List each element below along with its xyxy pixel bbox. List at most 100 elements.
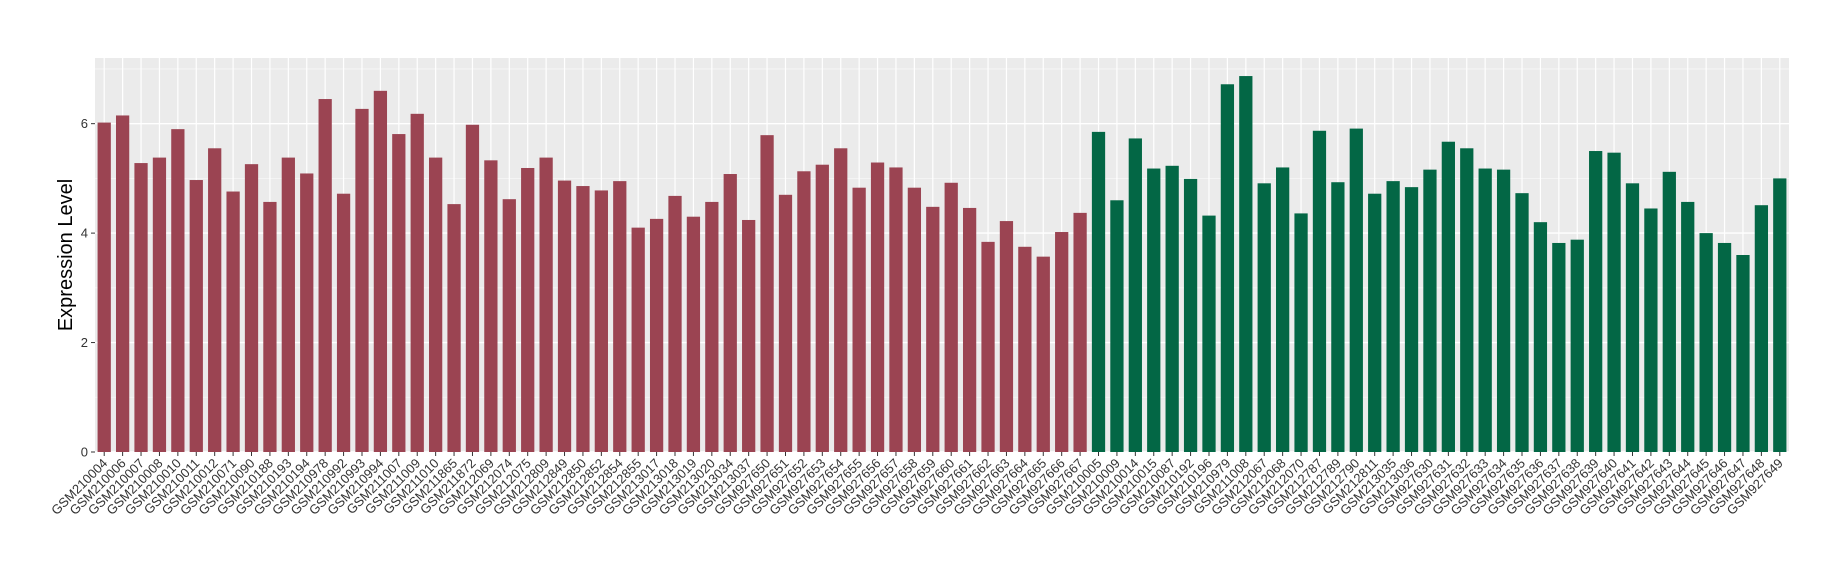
bar-GSM927641	[1625, 183, 1640, 452]
bar-GSM927657	[889, 167, 903, 452]
bar-GSM213037	[742, 219, 756, 452]
bar-GSM212075	[521, 167, 535, 452]
bar-GSM927640	[1607, 152, 1621, 453]
bar-GSM213035	[1386, 181, 1400, 452]
y-axis-title: Expression Level	[55, 179, 77, 331]
y-tick-label: 4	[81, 226, 88, 241]
bar-GSM211865	[447, 204, 461, 452]
bar-GSM927646	[1717, 242, 1732, 452]
bar-GSM927642	[1644, 208, 1658, 452]
bar-GSM212067	[1257, 183, 1271, 452]
bar-GSM210071	[226, 191, 240, 452]
bar-GSM212852	[594, 190, 608, 452]
bar-GSM927635	[1515, 193, 1529, 453]
bar-GSM212070	[1294, 213, 1308, 452]
bar-GSM927652	[797, 171, 811, 452]
bar-GSM927644	[1681, 201, 1695, 452]
bar-GSM210009	[1110, 200, 1124, 452]
bar-GSM212068	[1276, 167, 1290, 452]
y-tick-label: 6	[81, 116, 88, 131]
bar-GSM210015	[1147, 168, 1161, 453]
bar-GSM927639	[1589, 151, 1603, 452]
bar-GSM210992	[336, 193, 351, 452]
bar-GSM927655	[852, 187, 866, 453]
bar-GSM212789	[1331, 182, 1345, 452]
bar-GSM927631	[1441, 141, 1455, 452]
bar-GSM927660	[944, 182, 958, 452]
bar-GSM927654	[834, 148, 848, 452]
bars	[97, 76, 1787, 453]
bar-GSM212849	[557, 180, 572, 453]
bar-GSM212787	[1312, 130, 1327, 452]
bar-GSM927647	[1736, 255, 1750, 452]
bar-GSM927662	[981, 241, 995, 452]
bar-GSM211007	[392, 134, 406, 452]
bar-GSM212809	[539, 157, 553, 452]
bar-GSM210193	[281, 157, 295, 452]
bar-GSM212074	[502, 199, 516, 452]
bar-GSM213019	[686, 216, 701, 452]
bar-GSM927658	[907, 187, 922, 453]
bar-GSM212811	[1368, 193, 1382, 452]
bar-GSM927634	[1496, 169, 1511, 452]
bar-GSM211010	[429, 157, 443, 452]
bar-GSM927663	[999, 221, 1014, 452]
bar-GSM211009	[410, 113, 424, 453]
bar-GSM927638	[1570, 239, 1584, 452]
bar-GSM927632	[1460, 148, 1474, 452]
bar-GSM927667	[1073, 212, 1087, 452]
bar-GSM210978	[318, 99, 332, 453]
bar-GSM927651	[778, 194, 793, 453]
bar-GSM210012	[208, 148, 222, 452]
bar-GSM210194	[300, 173, 314, 453]
bar-GSM927637	[1552, 242, 1566, 452]
y-tick-label: 2	[81, 335, 88, 350]
bar-GSM927649	[1773, 178, 1787, 452]
bar-GSM210006	[115, 115, 130, 452]
bar-GSM212790	[1349, 128, 1363, 452]
bar-GSM213018	[668, 195, 682, 452]
bar-GSM210014	[1128, 138, 1142, 453]
bar-GSM210994	[373, 90, 388, 452]
bar-GSM210979	[1220, 84, 1235, 453]
bar-GSM210196	[1202, 215, 1216, 452]
bar-GSM213034	[723, 174, 737, 452]
bar-GSM210993	[355, 108, 369, 453]
bar-GSM927630	[1423, 169, 1437, 452]
bar-GSM211008	[1239, 76, 1253, 452]
bar-GSM210188	[263, 201, 277, 452]
bar-GSM210005	[1091, 131, 1106, 452]
bar-GSM210192	[1183, 178, 1198, 453]
bar-GSM213020	[705, 201, 719, 452]
bar-GSM210090	[244, 164, 259, 452]
bar-GSM927661	[962, 207, 977, 452]
bar-GSM212854	[613, 181, 627, 452]
bar-GSM213036	[1404, 187, 1419, 452]
bar-GSM927633	[1478, 168, 1492, 453]
bar-GSM927664	[1018, 246, 1032, 452]
y-tick-label: 0	[81, 445, 88, 460]
bar-GSM210087	[1165, 165, 1179, 452]
bar-GSM927659	[926, 206, 940, 452]
bar-GSM927648	[1754, 205, 1769, 452]
bar-GSM927656	[870, 162, 885, 452]
bar-GSM927665	[1036, 256, 1050, 452]
x-axis: GSM210004GSM210006GSM210007GSM210008GSM2…	[48, 452, 1786, 518]
y-axis: 0 2 4 6	[81, 116, 95, 460]
bar-GSM212069	[484, 160, 498, 452]
bar-GSM211872	[465, 124, 480, 452]
bar-GSM210007	[134, 163, 148, 453]
bar-GSM210011	[189, 180, 203, 452]
bar-GSM927666	[1055, 232, 1069, 452]
bar-GSM927650	[760, 135, 774, 453]
bar-GSM212855	[631, 227, 645, 452]
bar-GSM213017	[649, 218, 664, 452]
bar-GSM210004	[97, 122, 111, 453]
bar-GSM927645	[1699, 233, 1713, 452]
bar-GSM927636	[1533, 222, 1548, 452]
bar-GSM210008	[152, 157, 167, 452]
bar-GSM212850	[576, 186, 590, 453]
bar-GSM927653	[815, 164, 829, 453]
